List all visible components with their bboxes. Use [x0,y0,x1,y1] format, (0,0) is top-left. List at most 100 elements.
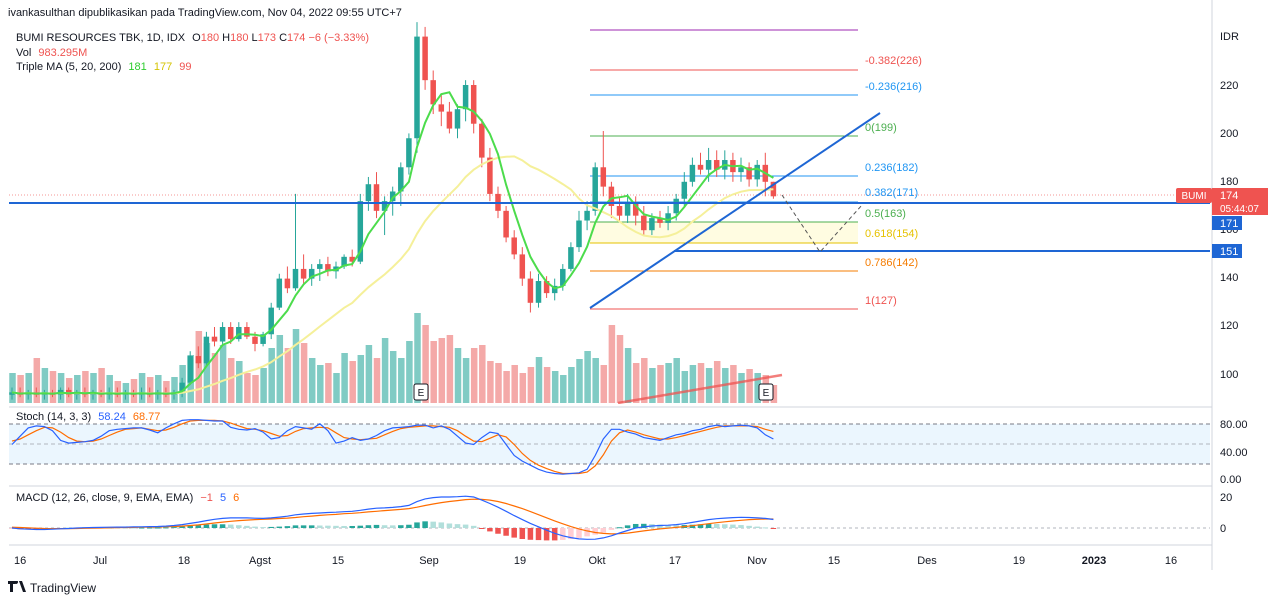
volume-bar [689,365,697,403]
candle-body [608,186,615,206]
volume-bar [414,313,421,403]
candle-body [535,281,542,303]
macd-histogram-bar [535,528,542,541]
volume-legend: Vol 983.295M [16,47,87,59]
stoch-axis-tick: 0.00 [1220,474,1241,486]
macd-histogram-bar [592,528,598,535]
earnings-marker-label: E [418,388,425,399]
volume-bar [438,338,446,403]
ma20-value: 177 [153,61,173,73]
macd-histogram-bar [252,526,258,528]
macd-histogram-bar [300,525,307,528]
volume-bar [325,363,332,403]
candle-body [341,256,347,267]
time-axis-tick: 19 [1013,555,1025,567]
macd-histogram-bar [349,525,355,528]
candle-countdown: 05:44:07 [1220,204,1259,215]
ohlc-high-label: H [222,32,231,44]
macd-label: MACD (12, 26, close, 9, EMA, EMA) [16,492,194,504]
fib-level-label: -0.382(226) [865,55,922,67]
ohlc-high-value: 180 [230,32,249,44]
macd-histogram-bar [430,521,436,528]
macd-histogram-bar [543,528,550,541]
level-151-text: 151 [1220,246,1238,258]
volume-bar [535,357,543,403]
candle-body [713,160,720,170]
tradingview-brand[interactable]: TradingView [8,580,96,595]
macd-histogram-bar [616,527,623,529]
candle-body [430,80,436,105]
time-axis-tick: Okt [588,555,605,567]
volume-bar [227,358,235,403]
candle-body [560,268,566,286]
time-axis-tick: Agst [249,555,271,567]
candle-body [527,278,534,303]
macd-histogram-bar [551,528,558,541]
volume-bar [713,361,721,403]
candle-body [576,220,582,248]
macd-histogram-bar [341,525,347,528]
macd-hist-value: −1 [200,492,213,504]
candle-body [543,281,550,294]
candle-body [479,123,485,158]
candle-body [681,181,688,199]
candle-body [673,198,679,214]
candle-body [268,307,274,335]
macd-histogram-bar [203,524,210,528]
price-axis-tick: 100 [1220,369,1238,381]
macd-histogram-bar [422,521,428,528]
volume-bar [527,367,535,403]
ma-label: Triple MA (5, 20, 200) [16,61,122,73]
candle-body [657,218,663,223]
volume-bar [632,363,640,403]
macd-histogram-bar [495,528,501,534]
candle-body [236,327,242,340]
macd-histogram-bar [713,523,720,528]
symbol-badge [1176,188,1212,203]
macd-histogram-bar [519,528,526,540]
level-171-badge [1212,216,1242,230]
macd-histogram-bar [697,524,704,528]
volume-bar [519,373,527,403]
volume-bar [300,343,308,403]
candle-body [317,264,323,269]
earnings-marker [758,383,774,401]
candle-body [406,138,412,168]
macd-histogram-bar [381,525,388,528]
price-axis-tick: 180 [1220,176,1238,188]
volume-bar [317,365,324,403]
volume-bar [381,338,389,403]
macd-histogram-bar [705,523,712,528]
candle-body [551,285,558,294]
macd-histogram-bar [608,528,615,530]
last-price-badge [1212,188,1268,215]
candle-body [227,327,234,340]
macd-histogram-bar [722,524,728,528]
candle-body [300,268,307,279]
volume-bar [268,348,275,403]
uptrend-line [589,112,881,309]
ohlc-open-value: 180 [200,32,220,44]
macd-histogram-bar [219,524,226,528]
macd-histogram-bar [624,525,631,528]
price-axis-tick: 200 [1220,128,1238,140]
volume-bar [98,368,105,403]
volume-bar [495,363,502,403]
candle-body [454,109,461,129]
volume-bar [641,358,648,403]
candle-body [584,210,590,221]
volume-bar [446,335,454,403]
macd-legend: MACD (12, 26, close, 9, EMA, EMA) −1 5 6 [16,492,239,504]
stoch-d-value: 68.77 [132,411,161,423]
volume-bar [341,353,348,403]
macd-histogram-bar [600,528,607,533]
volume-bar [211,353,219,403]
candle-body [600,167,607,187]
fib-zone [590,222,858,243]
ohlc-low-label: L [251,32,258,44]
candle-body [9,392,15,395]
volume-bar [592,358,599,403]
time-axis-tick: 17 [669,555,681,567]
volume-bar [398,358,405,403]
